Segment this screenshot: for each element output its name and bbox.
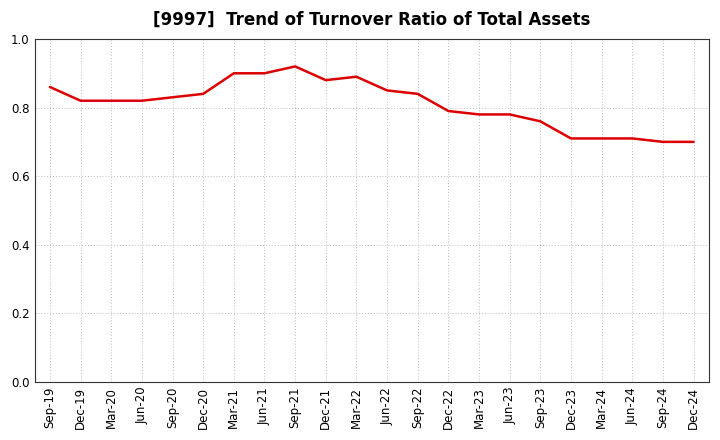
Title: [9997]  Trend of Turnover Ratio of Total Assets: [9997] Trend of Turnover Ratio of Total … — [153, 11, 590, 29]
